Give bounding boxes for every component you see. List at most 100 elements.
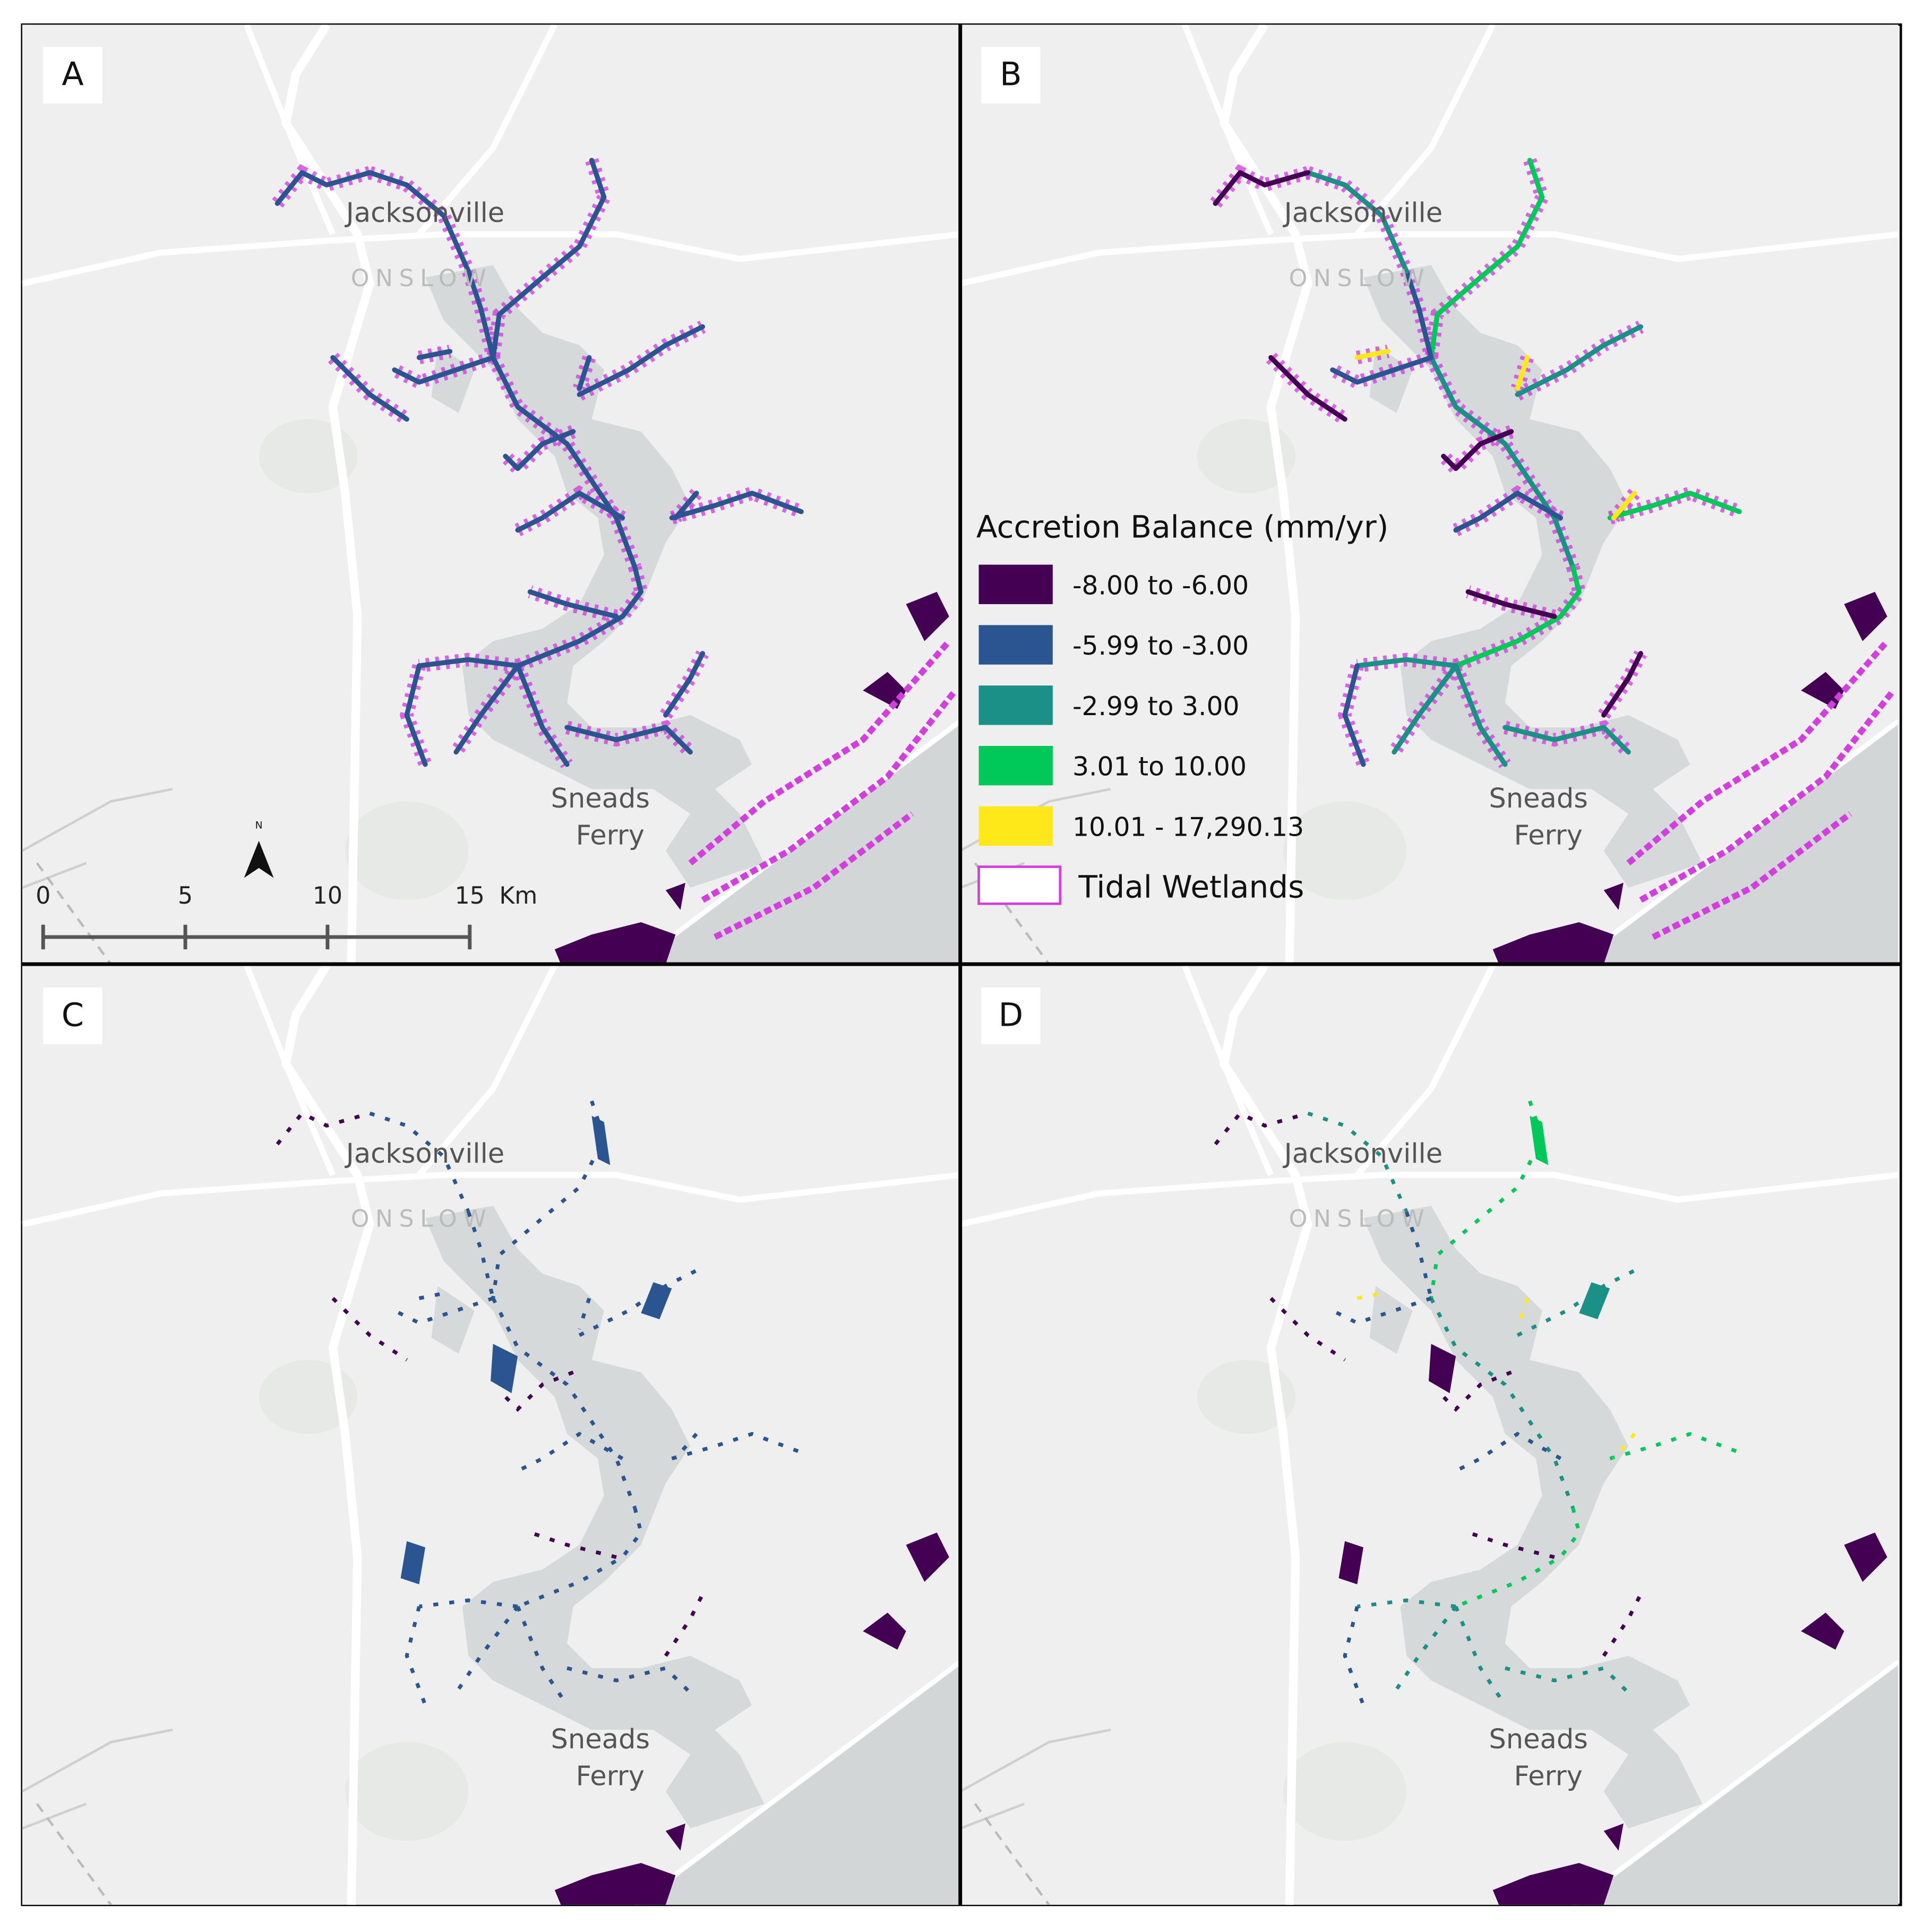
scale-label: 5 (178, 882, 193, 909)
channel (663, 651, 706, 718)
wetland-patch (1338, 1541, 1363, 1585)
wetland-patch (1467, 1531, 1555, 1559)
channel (1342, 663, 1366, 767)
channel (1601, 651, 1643, 718)
channel (1611, 491, 1637, 520)
basemap (960, 965, 1899, 1905)
channel (274, 170, 373, 206)
channel (404, 663, 428, 767)
channel (1428, 158, 1545, 360)
legend-label: -5.99 to -3.00 (1072, 631, 1249, 661)
channel (330, 355, 409, 422)
wetland-patch (1428, 1344, 1456, 1394)
channel (1305, 170, 1409, 274)
wetland-patch (674, 1432, 698, 1460)
scale-label: 15 (455, 882, 485, 909)
place-label: Sneads (1489, 783, 1588, 814)
wetland-patch (1429, 1100, 1544, 1299)
wetland-patch (1332, 1296, 1432, 1325)
scale-label: 10 (313, 882, 342, 909)
wetland-patch (1612, 1432, 1636, 1460)
place-label: ONSLOW (1289, 1206, 1431, 1233)
channel (503, 429, 576, 471)
wetland-patch (418, 1598, 518, 1609)
wetland-patch (529, 1531, 617, 1559)
wetland-patch (1515, 1298, 1530, 1330)
channel (491, 355, 638, 570)
panel-label-box (43, 988, 102, 1044)
channel (669, 491, 804, 520)
place-label: Ferry (576, 820, 645, 852)
north-arrow (244, 840, 274, 878)
channel (1453, 491, 1564, 533)
legend-swatch (978, 685, 1053, 725)
channel (367, 170, 471, 274)
channel (1465, 589, 1557, 619)
wetland-patch (671, 1432, 802, 1461)
wetland-patch (641, 1282, 672, 1319)
channel (1515, 324, 1643, 397)
channel (1607, 491, 1742, 520)
wetland-patch (504, 1370, 574, 1412)
wetland-patch (1454, 1605, 1507, 1706)
basemap (22, 24, 960, 964)
legend-label: 10.01 - 17,290.13 (1072, 812, 1304, 842)
place-label: ONSLOW (1289, 265, 1431, 292)
place-label: Ferry (576, 1761, 645, 1792)
channel (1268, 355, 1347, 422)
place-label: Ferry (1514, 820, 1583, 852)
wetland-patch (1530, 1115, 1549, 1165)
wetland-patch (454, 1605, 519, 1694)
place-label: ONSLOW (351, 1206, 493, 1233)
wetland-patch (1455, 1507, 1581, 1609)
wetland-patch (591, 1115, 611, 1165)
wetland-patch (331, 1296, 408, 1362)
scale-unit: Km (499, 882, 537, 909)
wetland-patch (1214, 1111, 1309, 1146)
scale-bar: 0 5 10 15 Km N (36, 820, 537, 950)
wetland-patch (517, 1507, 643, 1609)
map-panel: Jacksonville ONSLOW Sneads Ferry D (960, 222, 1899, 1905)
wetland-patch (577, 1298, 591, 1330)
legend-label: 3.01 to 10.00 (1072, 752, 1247, 782)
panel-label: D (999, 997, 1023, 1034)
legend-swatch (977, 865, 1062, 905)
channel (1453, 663, 1508, 767)
tidal-wetland (1626, 639, 1896, 940)
wetland-patch (276, 1111, 371, 1146)
channel (416, 349, 453, 360)
channel (1392, 663, 1458, 755)
panels: Jacksonville ONSLOW Sneads Ferry A Jacksonvil… (22, 24, 1899, 1904)
panel-label-box (43, 47, 102, 104)
channel (466, 269, 496, 360)
legend-swatch (978, 625, 1053, 665)
channel (416, 657, 520, 668)
wetland-patch (1357, 1598, 1456, 1609)
channel (1428, 355, 1576, 570)
legend: Accretion Balance (mm/yr) -8.00 to -6.00 -… (976, 509, 1388, 905)
channel (1354, 349, 1390, 360)
wetland-patch (400, 1541, 426, 1585)
wetland-patch (1442, 1370, 1512, 1412)
place-label: Jacksonville (1283, 1138, 1443, 1170)
basemap (22, 965, 960, 1905)
channel (673, 491, 699, 520)
place-label: Sneads (551, 783, 650, 814)
place-label: Jacksonville (345, 1138, 504, 1170)
wetland-patch (1393, 1605, 1457, 1694)
panel-label: A (62, 56, 83, 93)
wetland-patch (1269, 1296, 1346, 1362)
map-panel: Jacksonville ONSLOW Sneads Ferry C (22, 222, 960, 1905)
place-label: Jacksonville (345, 198, 504, 229)
north-label: N (255, 820, 263, 831)
wetland-patch (491, 1100, 606, 1299)
channel (1515, 355, 1530, 391)
channel (1503, 725, 1631, 755)
wetland-patch (1579, 1282, 1610, 1319)
place-label: Sneads (551, 1724, 650, 1755)
channel (527, 589, 619, 619)
legend-label: -2.99 to 3.00 (1072, 692, 1240, 722)
wetland-patch (405, 1606, 427, 1706)
map-panel: Jacksonville ONSLOW Sneads Ferry B (960, 24, 1899, 964)
